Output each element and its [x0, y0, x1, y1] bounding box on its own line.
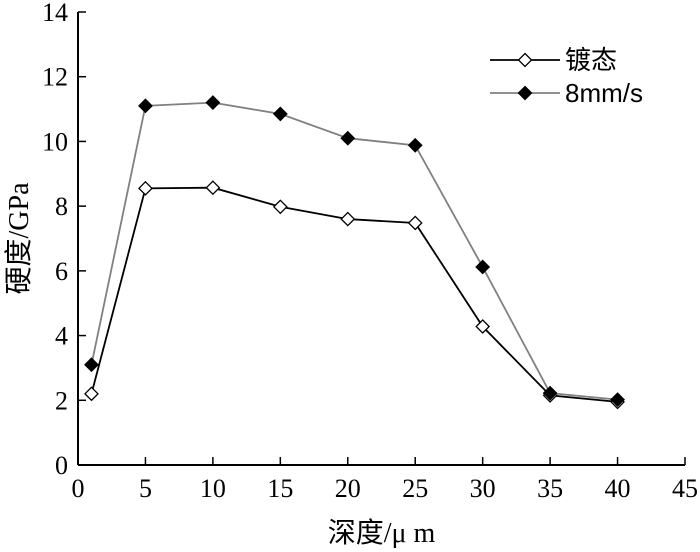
series-line: [90, 186, 618, 403]
x-tick-label: 35: [537, 474, 563, 503]
data-point: [205, 180, 221, 196]
data-point: [610, 392, 625, 408]
data-point: [475, 319, 491, 334]
data-point: [84, 386, 99, 402]
legend-marker: [517, 85, 533, 101]
legend-label: 镀态: [565, 45, 617, 75]
legend-item: 8mm/s: [490, 78, 643, 108]
x-tick-label: 40: [605, 474, 631, 503]
y-tick-label: 2: [55, 386, 68, 415]
data-point: [407, 137, 423, 153]
data-point: [138, 180, 153, 196]
x-tick-label: 10: [200, 474, 226, 503]
legend-label: 8mm/s: [565, 78, 643, 108]
x-tick-label: 20: [335, 474, 361, 503]
data-point: [138, 98, 153, 114]
series-line: [90, 101, 618, 401]
x-tick-label: 0: [72, 474, 85, 503]
data-point: [205, 95, 221, 111]
y-tick-label: 10: [42, 127, 68, 156]
x-tick-label: 5: [139, 474, 152, 503]
y-axis-title: 硬度/GPa: [3, 182, 35, 295]
data-point: [84, 357, 99, 373]
legend-item: 镀态: [490, 45, 617, 75]
data-point: [475, 259, 491, 275]
x-tick-label: 15: [267, 474, 293, 503]
x-tick-label: 30: [470, 474, 496, 503]
x-axis-title: 深度/μ m: [328, 517, 436, 549]
data-point: [272, 199, 288, 215]
x-tick-label: 45: [672, 474, 698, 503]
data-point: [542, 385, 558, 401]
y-tick-label: 8: [55, 192, 68, 221]
data-point: [340, 211, 356, 227]
data-point: [407, 215, 423, 231]
y-tick-label: 12: [42, 63, 68, 92]
y-tick-label: 0: [55, 451, 68, 480]
data-point: [272, 106, 288, 122]
series-1: [84, 180, 625, 410]
data-point: [340, 130, 356, 146]
y-tick-label: 4: [55, 322, 68, 351]
y-tick-label: 14: [42, 0, 68, 27]
legend-marker: [517, 52, 533, 68]
series-layer: [84, 95, 625, 410]
series-2: [84, 95, 625, 408]
axes: 0 5 10 15 20 25 30 35 40 45 0 2 4 6 8 10 12 14: [42, 0, 698, 503]
x-tick-label: 25: [402, 474, 428, 503]
y-tick-label: 6: [55, 257, 68, 286]
